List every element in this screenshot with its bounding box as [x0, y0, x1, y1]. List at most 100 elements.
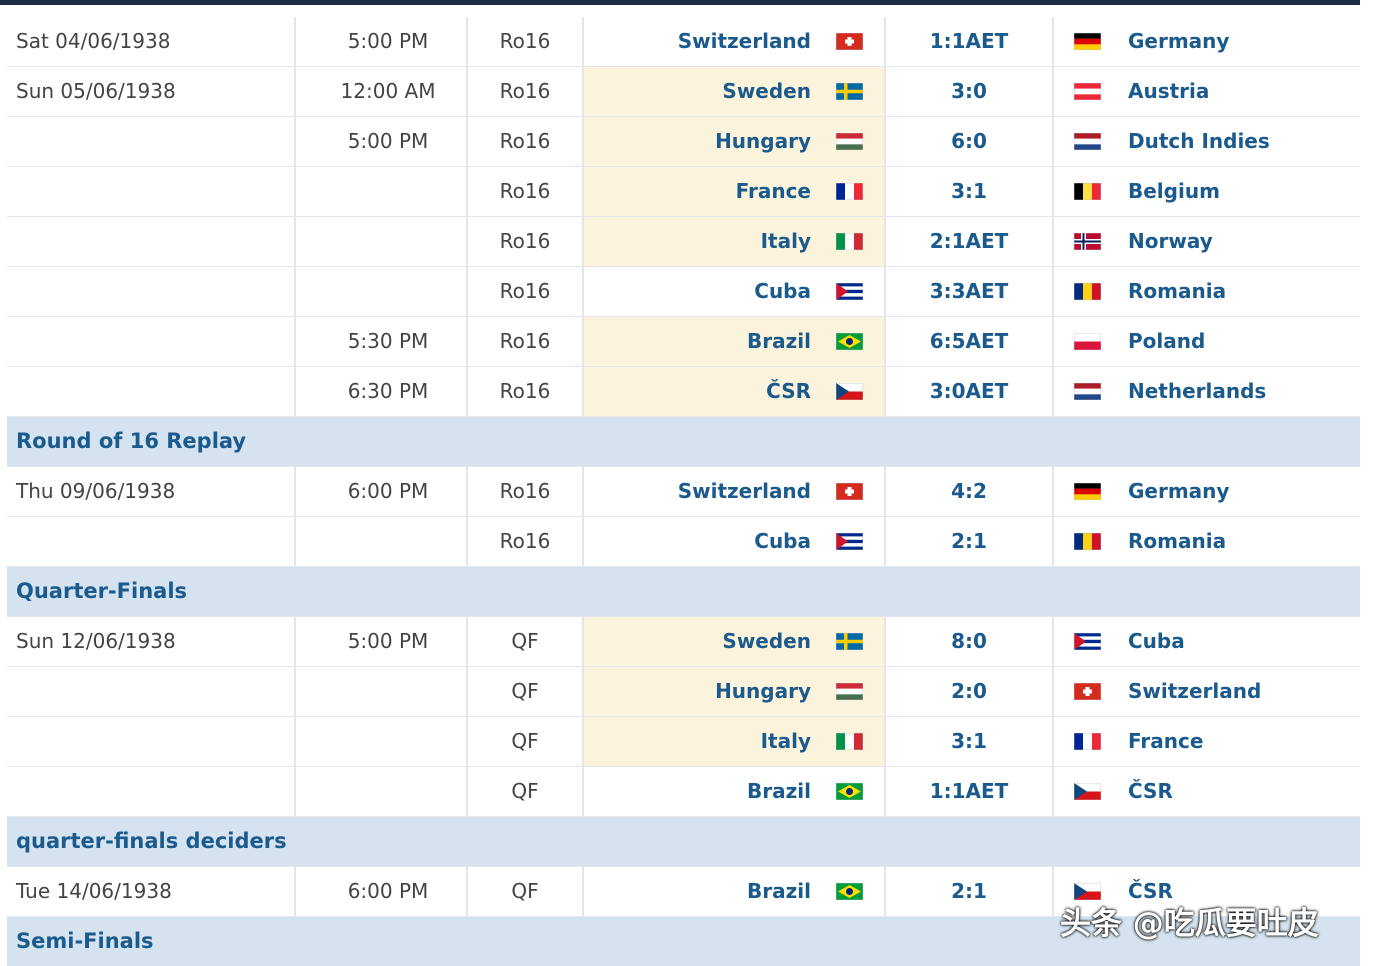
score-cell: 2:1	[886, 867, 1052, 916]
round-cell: QF	[468, 617, 582, 666]
date-cell: Sun 05/06/1938	[7, 67, 294, 116]
home-cell: Hungary	[584, 667, 884, 716]
home-team: Brazil	[747, 779, 811, 803]
away-team: ČSR	[1128, 779, 1173, 803]
home-team: Sweden	[722, 629, 811, 653]
away-team: Poland	[1128, 329, 1206, 353]
section-header: Round of 16 Replay	[7, 417, 1360, 466]
round-cell: Ro16	[468, 67, 582, 116]
flag-icon	[1074, 783, 1101, 800]
flag-icon	[1074, 333, 1101, 350]
section-header: Quarter-Finals	[7, 567, 1360, 616]
round-cell: QF	[468, 717, 582, 766]
flag-icon	[836, 683, 863, 700]
round-cell: Ro16	[468, 167, 582, 216]
flag-icon	[836, 283, 863, 300]
date-cell	[7, 167, 294, 216]
flag-icon	[1074, 133, 1101, 150]
home-cell: Cuba	[584, 267, 884, 316]
score-cell: 3:0AET	[886, 367, 1052, 416]
away-cell: ČSR	[1054, 767, 1360, 816]
round-cell: Ro16	[468, 17, 582, 66]
home-team: Italy	[760, 729, 811, 753]
away-team: Austria	[1128, 79, 1210, 103]
home-cell: Sweden	[584, 617, 884, 666]
home-cell: Italy	[584, 717, 884, 766]
round-cell: QF	[468, 767, 582, 816]
away-team: ČSR	[1128, 879, 1173, 903]
home-team: France	[735, 179, 811, 203]
away-team: Norway	[1128, 229, 1213, 253]
round-cell: Ro16	[468, 217, 582, 266]
score-cell: 3:1	[886, 167, 1052, 216]
score-cell: 8:0	[886, 617, 1052, 666]
flag-icon	[1074, 533, 1101, 550]
time-cell: 6:00 PM	[296, 467, 466, 516]
date-cell	[7, 517, 294, 566]
score-cell: 3:1	[886, 717, 1052, 766]
time-cell: 5:00 PM	[296, 17, 466, 66]
away-team: Germany	[1128, 479, 1230, 503]
away-cell: Belgium	[1054, 167, 1360, 216]
home-cell: Brazil	[584, 767, 884, 816]
away-cell: ČSR	[1054, 867, 1360, 916]
score-cell: 4:2	[886, 467, 1052, 516]
score-cell: 2:0	[886, 667, 1052, 716]
away-cell: Cuba	[1054, 617, 1360, 666]
time-cell: 12:00 AM	[296, 67, 466, 116]
score-cell: 2:1AET	[886, 217, 1052, 266]
flag-icon	[836, 633, 863, 650]
time-cell	[296, 767, 466, 816]
home-cell: Switzerland	[584, 17, 884, 66]
away-cell: Dutch Indies	[1054, 117, 1360, 166]
section-header: Semi-Finals	[7, 917, 1360, 966]
flag-icon	[836, 233, 863, 250]
away-team: Dutch Indies	[1128, 129, 1270, 153]
flag-icon	[1074, 883, 1101, 900]
time-cell: 6:00 PM	[296, 867, 466, 916]
flag-icon	[836, 333, 863, 350]
flag-icon	[1074, 183, 1101, 200]
round-cell: Ro16	[468, 317, 582, 366]
away-cell: Austria	[1054, 67, 1360, 116]
date-cell	[7, 667, 294, 716]
time-cell: 6:30 PM	[296, 367, 466, 416]
away-team: Belgium	[1128, 179, 1220, 203]
home-team: Brazil	[747, 329, 811, 353]
score-cell: 2:1	[886, 517, 1052, 566]
watermark: 头条 @吃瓜要吐皮	[1060, 906, 1319, 942]
away-cell: Poland	[1054, 317, 1360, 366]
away-cell: Switzerland	[1054, 667, 1360, 716]
round-cell: QF	[468, 867, 582, 916]
flag-icon	[1074, 33, 1101, 50]
time-cell: 5:30 PM	[296, 317, 466, 366]
date-cell	[7, 767, 294, 816]
away-team: Netherlands	[1128, 379, 1267, 403]
date-cell: Sun 12/06/1938	[7, 617, 294, 666]
home-team: Sweden	[722, 79, 811, 103]
home-cell: Italy	[584, 217, 884, 266]
flag-icon	[836, 483, 863, 500]
round-cell: Ro16	[468, 467, 582, 516]
home-team: Cuba	[754, 279, 811, 303]
flag-icon	[836, 33, 863, 50]
time-cell: 5:00 PM	[296, 617, 466, 666]
away-cell: Romania	[1054, 517, 1360, 566]
home-cell: Switzerland	[584, 467, 884, 516]
flag-icon	[1074, 283, 1101, 300]
flag-icon	[1074, 233, 1101, 250]
time-cell	[296, 167, 466, 216]
date-cell	[7, 217, 294, 266]
date-cell: Thu 09/06/1938	[7, 467, 294, 516]
away-cell: France	[1054, 717, 1360, 766]
time-cell	[296, 267, 466, 316]
away-team: Germany	[1128, 29, 1230, 53]
home-cell: Sweden	[584, 67, 884, 116]
home-cell: Cuba	[584, 517, 884, 566]
home-cell: Brazil	[584, 317, 884, 366]
away-team: Romania	[1128, 279, 1227, 303]
home-team: ČSR	[766, 379, 811, 403]
time-cell	[296, 667, 466, 716]
round-cell: Ro16	[468, 267, 582, 316]
